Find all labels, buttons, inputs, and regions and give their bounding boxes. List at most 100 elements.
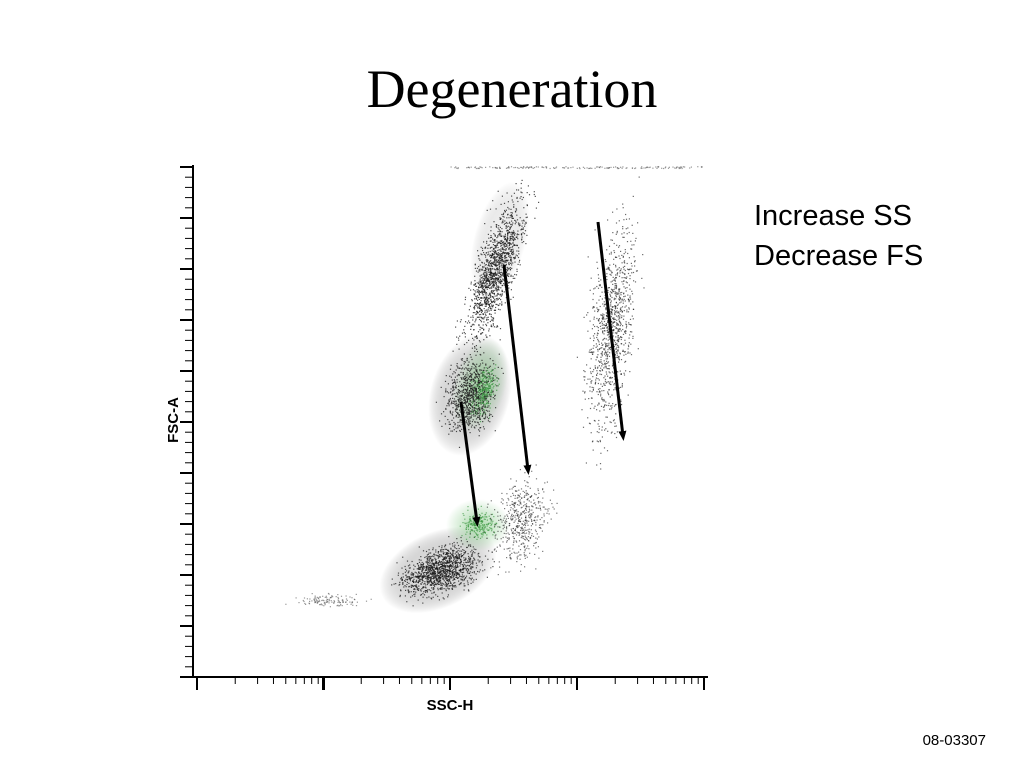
scatter-point: [495, 282, 497, 284]
scatter-point: [448, 555, 450, 557]
scatter-point: [412, 579, 414, 582]
scatter-point: [468, 559, 470, 561]
scatter-point: [528, 533, 530, 535]
scatter-point: [457, 557, 459, 559]
scatter-point: [440, 577, 442, 579]
scatter-point: [448, 403, 450, 405]
scatter-point: [514, 256, 516, 258]
scatter-point: [470, 397, 473, 399]
scatter-point: [456, 379, 458, 381]
scatter-point: [491, 282, 494, 284]
scatter-point: [594, 420, 596, 422]
scatter-point: [511, 503, 513, 505]
scatter-point: [407, 576, 409, 578]
scatter-point: [473, 530, 475, 532]
scatter-point: [473, 527, 475, 529]
scatter-point: [447, 578, 449, 581]
scatter-point: [408, 578, 410, 580]
scatter-point: [515, 480, 517, 482]
scatter-point: [452, 562, 454, 564]
scatter-point: [520, 529, 522, 531]
scatter-point: [478, 561, 480, 563]
scatter-point: [449, 585, 451, 587]
scatter-point: [430, 552, 432, 554]
scatter-point: [510, 274, 512, 276]
scatter-point: [625, 370, 627, 372]
scatter-point: [511, 231, 513, 233]
scatter-point: [412, 574, 414, 576]
scatter-point: [526, 216, 528, 218]
scatter-point: [438, 571, 440, 573]
scatter-point: [488, 330, 490, 332]
scatter-point: [483, 392, 485, 394]
scatter-point: [509, 226, 511, 228]
scatter-point: [501, 222, 503, 224]
scatter-point: [480, 297, 482, 299]
scatter-point: [478, 287, 480, 289]
scatter-point: [493, 281, 495, 283]
scatter-point: [491, 275, 493, 277]
scatter-point: [431, 584, 433, 586]
scatter-point: [508, 263, 510, 265]
scatter-point: [440, 563, 442, 565]
scatter-point: [496, 295, 498, 297]
scatter-point: [510, 256, 512, 258]
scatter-point: [473, 372, 475, 374]
scatter-point: [444, 567, 447, 569]
scatter-point: [508, 244, 511, 246]
scatter-point: [492, 369, 494, 371]
scatter-point: [514, 232, 516, 235]
scatter-point: [494, 257, 496, 260]
scatter-point: [430, 576, 432, 578]
scatter-point: [494, 253, 496, 255]
scatter-point: [514, 257, 516, 259]
scatter-point: [491, 286, 493, 288]
scatter-point: [482, 532, 485, 534]
scatter-point: [488, 550, 490, 552]
scatter-point: [626, 241, 629, 243]
scatter-point: [472, 380, 474, 382]
scatter-point: [516, 515, 519, 517]
scatter-point: [437, 574, 439, 577]
scatter-point: [494, 379, 496, 381]
scatter-point: [479, 417, 481, 419]
scatter-point: [473, 558, 475, 560]
scatter-point: [510, 519, 512, 521]
scatter-point: [508, 222, 510, 224]
scatter-point: [603, 398, 605, 401]
scatter-point: [464, 407, 466, 409]
scatter-point: [603, 400, 606, 402]
scatter-point: [461, 383, 463, 385]
scatter-point: [456, 573, 458, 575]
scatter-point: [538, 527, 540, 529]
scatter-point: [481, 369, 483, 371]
scatter-point: [471, 571, 473, 574]
scatter-point: [427, 556, 429, 558]
scatter-point: [463, 514, 465, 516]
scatter-point: [602, 331, 604, 333]
scatter-point: [490, 246, 492, 249]
scatter-point: [419, 580, 421, 582]
scatter-point: [475, 304, 477, 306]
scatter-point: [496, 303, 498, 306]
scatter-point: [480, 382, 482, 384]
scatter-point: [465, 575, 468, 577]
scatter-point: [528, 476, 530, 478]
scatter-point: [483, 397, 485, 399]
scatter-point: [401, 567, 403, 569]
scatter-point: [516, 556, 518, 558]
scatter-point: [484, 392, 486, 394]
scatter-point: [620, 307, 622, 309]
scatter-point: [488, 303, 490, 305]
scatter-point: [486, 519, 488, 521]
scatter-point: [401, 578, 403, 580]
scatter-point: [479, 398, 481, 400]
scatter-point: [469, 397, 472, 399]
scatter-point: [629, 352, 631, 354]
scatter-point: [523, 511, 525, 513]
scatter-point: [597, 327, 599, 329]
scatter-point: [473, 548, 475, 550]
scatter-point: [442, 574, 444, 576]
scatter-point: [418, 585, 420, 587]
scatter-point: [479, 569, 481, 571]
